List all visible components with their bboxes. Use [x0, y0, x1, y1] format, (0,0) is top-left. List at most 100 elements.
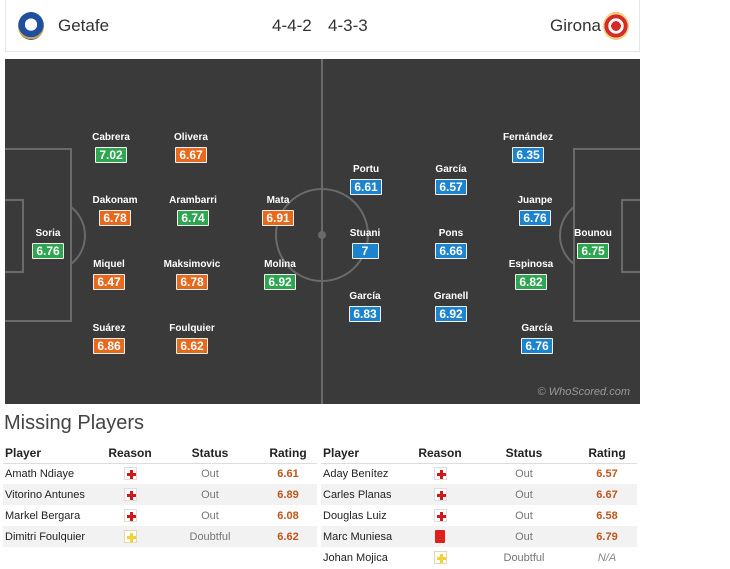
injury-icon	[433, 467, 447, 481]
player-arambarri[interactable]: Arambarri 6.74	[148, 195, 238, 227]
player-name: García	[521, 323, 553, 334]
missing-rating: 6.57	[596, 467, 618, 480]
player-name: Espinosa	[508, 259, 554, 270]
player-name: Maksimovic	[163, 259, 221, 270]
player-suarez[interactable]: Suárez 6.86	[64, 323, 154, 355]
player-name: Suárez	[92, 323, 126, 334]
whoscored-watermark: © WhoScored.com	[537, 386, 630, 398]
player-garcia-forward[interactable]: García 6.83	[320, 291, 410, 323]
missing-rating: 6.62	[259, 526, 317, 547]
missing-player-name[interactable]: Marc Muniesa	[321, 526, 409, 547]
player-name: Fernández	[502, 132, 553, 143]
player-soria[interactable]: Soria 6.76	[5, 228, 93, 260]
player-granell[interactable]: Granell 6.92	[406, 291, 496, 323]
player-dakonam[interactable]: Dakonam 6.78	[70, 195, 160, 227]
player-rating: 6.67	[175, 147, 207, 163]
player-rating: 6.66	[435, 243, 467, 259]
table-row: Vitorino Antunes Out 6.89	[3, 484, 317, 505]
player-foulquier[interactable]: Foulquier 6.62	[147, 323, 237, 355]
red-card-icon	[435, 530, 445, 543]
player-olivera[interactable]: Olivera 6.67	[146, 132, 236, 164]
missing-player-name[interactable]: Aday Benítez	[323, 467, 389, 480]
player-rating: 6.74	[177, 210, 209, 226]
player-cabrera[interactable]: Cabrera 7.02	[66, 132, 156, 164]
player-name: Portu	[352, 164, 380, 175]
missing-status: Out	[471, 526, 577, 547]
player-name: Olivera	[174, 132, 208, 143]
col-reason: Reason	[409, 443, 471, 464]
player-rating: 6.61	[350, 179, 382, 195]
injury-icon	[123, 488, 137, 501]
missing-player-name[interactable]: Carles Planas	[321, 484, 409, 505]
away-team-name[interactable]: Girona	[549, 16, 601, 35]
missing-rating: N/A	[597, 551, 617, 564]
injury-icon	[123, 509, 137, 522]
missing-player-name[interactable]: Vitorino Antunes	[3, 484, 99, 505]
home-formation: 4-4-2	[272, 16, 312, 35]
pitch-markings	[5, 59, 640, 404]
player-name: Dakonam	[92, 195, 138, 206]
missing-reason	[409, 463, 471, 484]
player-bounou[interactable]: Bounou 6.75	[548, 228, 638, 260]
player-espinosa[interactable]: Espinosa 6.82	[486, 259, 576, 291]
player-name: García	[349, 291, 381, 302]
player-rating: 6.47	[93, 274, 125, 290]
player-maksimovic[interactable]: Maksimovic 6.78	[147, 259, 237, 291]
player-garcia-defender[interactable]: García 6.76	[492, 323, 582, 355]
player-fernandez[interactable]: Fernández 6.35	[483, 132, 573, 164]
player-name: García	[435, 164, 467, 175]
injury-icon	[433, 488, 447, 501]
col-status: Status	[471, 443, 577, 464]
player-rating: 6.62	[176, 338, 208, 354]
col-status: Status	[161, 443, 259, 464]
home-team-name[interactable]: Getafe	[58, 16, 110, 35]
missing-reason	[99, 484, 161, 505]
player-pons[interactable]: Pons 6.66	[406, 228, 496, 260]
injury-icon	[433, 509, 447, 522]
player-name: Mata	[266, 195, 290, 206]
missing-rating: 6.08	[277, 509, 299, 522]
pitch: Soria 6.76 Cabrera 7.02 Dakonam 6.78 Miq…	[5, 59, 640, 404]
player-name: Bounou	[574, 228, 612, 239]
missing-status: Out	[201, 509, 219, 522]
missing-player-name[interactable]: Douglas Luiz	[323, 509, 387, 522]
missing-player-name[interactable]: Markel Bergara	[5, 509, 81, 522]
player-rating: 6.86	[93, 338, 125, 354]
player-juanpe[interactable]: Juanpe 6.76	[490, 195, 580, 227]
player-molina[interactable]: Molina 6.92	[235, 259, 325, 291]
player-rating: 6.57	[435, 179, 467, 195]
table-row: Douglas Luiz Out 6.58	[321, 505, 637, 526]
player-portu[interactable]: Portu 6.61	[321, 164, 411, 196]
table-row: Johan Mojica Doubtful N/A	[321, 547, 637, 568]
player-rating: 7	[351, 243, 379, 259]
getafe-crest-icon	[18, 12, 44, 40]
missing-player-name[interactable]: Dimitri Foulquier	[3, 526, 99, 547]
match-header: Getafe 4-4-2 4-3-3 Girona	[5, 0, 640, 52]
player-miquel[interactable]: Miquel 6.47	[64, 259, 154, 291]
table-row: Aday Benítez Out 6.57	[321, 463, 637, 484]
girona-crest-icon	[603, 12, 629, 40]
player-rating: 6.82	[515, 274, 547, 290]
table-row: Amath Ndiaye Out 6.61	[3, 463, 317, 484]
player-rating: 6.75	[577, 243, 609, 259]
player-name: Soria	[35, 228, 61, 239]
missing-rating: 6.79	[577, 526, 637, 547]
player-garcia-midfielder[interactable]: García 6.57	[406, 164, 496, 196]
player-mata[interactable]: Mata 6.91	[233, 195, 323, 227]
table-header-row: Player Reason Status Rating	[321, 443, 637, 464]
missing-rating: 6.58	[596, 509, 618, 522]
table-row: Marc Muniesa Out 6.79	[321, 526, 637, 547]
table-row: Markel Bergara Out 6.08	[3, 505, 317, 526]
missing-rating: 6.67	[577, 484, 637, 505]
missing-players-title: Missing Players	[4, 412, 145, 434]
missing-player-name[interactable]: Johan Mojica	[323, 551, 388, 564]
missing-player-name[interactable]: Amath Ndiaye	[5, 467, 75, 480]
doubtful-icon	[123, 530, 137, 543]
player-rating: 6.76	[32, 243, 64, 259]
col-player: Player	[3, 443, 99, 464]
player-name: Pons	[438, 228, 464, 239]
player-stuani[interactable]: Stuani 7	[320, 228, 410, 260]
col-rating: Rating	[577, 443, 637, 464]
player-rating: 6.76	[521, 338, 553, 354]
missing-reason	[99, 505, 161, 526]
